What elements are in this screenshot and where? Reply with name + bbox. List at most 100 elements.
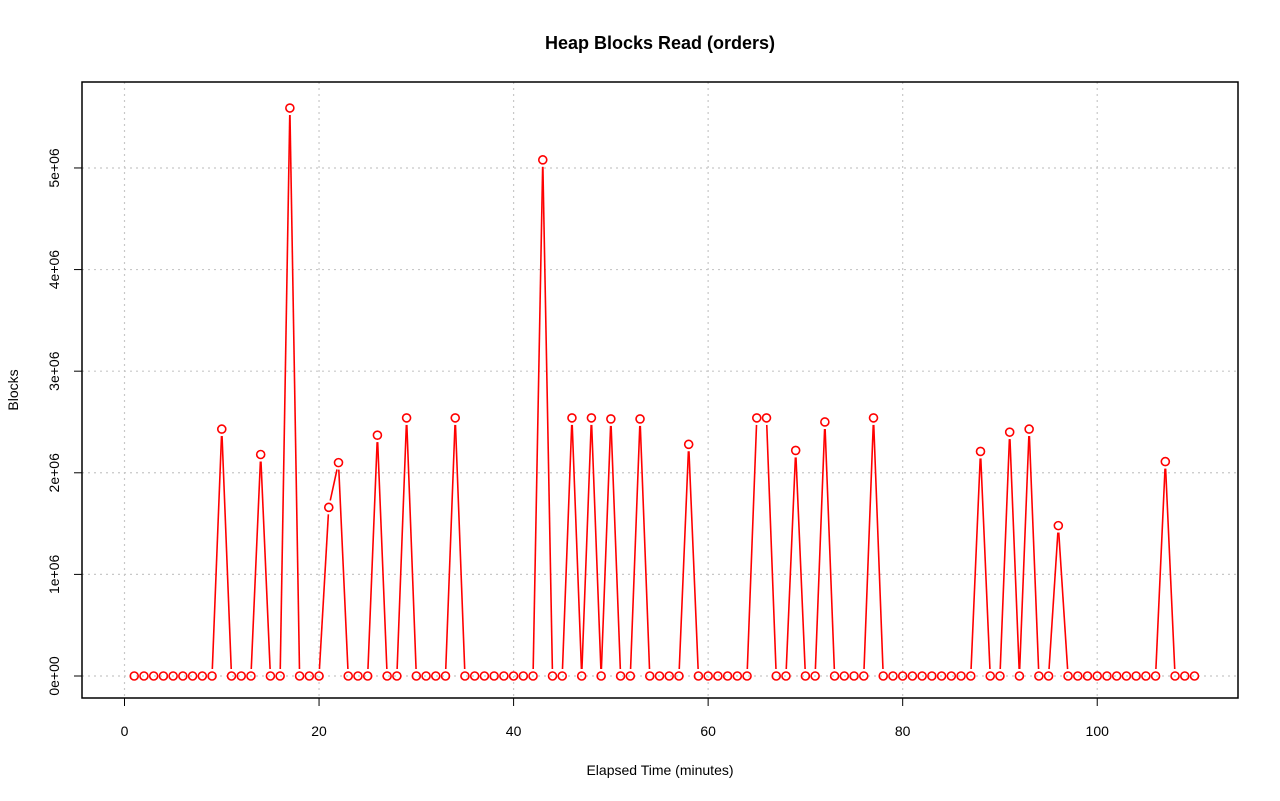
y-tick-label: 1e+06: [46, 555, 62, 595]
series-line-segment: [532, 166, 544, 670]
series-line-segment: [338, 469, 349, 670]
data-point: [849, 671, 859, 681]
grid: [82, 82, 1238, 698]
data-point: [1121, 671, 1132, 681]
data-point: [1131, 671, 1141, 681]
data-point: [897, 671, 908, 681]
data-point: [178, 671, 188, 681]
data-point: [489, 671, 499, 681]
series-line-segment: [600, 425, 612, 670]
data-point: [888, 671, 898, 681]
data-point: [294, 671, 305, 681]
series-line-segment: [329, 469, 338, 501]
data-point: [965, 671, 976, 681]
data-point: [625, 671, 636, 681]
data-point: [1170, 671, 1180, 681]
x-tick-label: 80: [895, 723, 911, 739]
data-point: [596, 671, 606, 681]
data-point: [586, 413, 597, 423]
data-point: [168, 671, 178, 681]
series-line-segment: [1018, 436, 1030, 670]
data-point: [995, 671, 1005, 681]
series-line-segment: [406, 424, 417, 670]
y-axis: 0e+00 1e+06 2e+06 3e+06 4e+06 5e+06: [46, 148, 83, 696]
data-point: [1092, 671, 1103, 681]
series-line-segment: [980, 458, 991, 670]
series-line-segment: [542, 166, 554, 670]
data-point: [810, 671, 820, 681]
series-line-segment: [260, 461, 271, 670]
data-point: [353, 671, 363, 681]
data-point: [479, 671, 490, 681]
data-point: [1024, 424, 1034, 434]
data-point: [430, 671, 441, 681]
data-point: [751, 413, 762, 423]
data-point: [615, 671, 626, 681]
data-point: [1004, 427, 1015, 437]
data-point: [537, 155, 548, 165]
data-point: [460, 671, 470, 681]
data-point: [469, 671, 480, 681]
data-point: [323, 502, 334, 513]
series-line-segment: [211, 436, 223, 670]
series-line-segment: [396, 424, 408, 670]
series-line-segment: [367, 442, 378, 670]
series-line-segment: [795, 457, 806, 670]
data-point: [362, 671, 373, 681]
data-point: [314, 671, 324, 681]
series-line-segment: [581, 424, 592, 670]
data-point: [975, 446, 986, 457]
data-point: [401, 413, 412, 423]
series-line-segment: [376, 442, 388, 670]
series-line-segment: [678, 451, 690, 670]
data-point: [567, 413, 577, 423]
series-line-segment: [279, 115, 291, 670]
series-line-segment: [1057, 532, 1069, 670]
data-point: [800, 671, 811, 681]
data-point: [829, 671, 840, 681]
y-tick-label: 3e+06: [46, 351, 62, 391]
chart-title: Heap Blocks Read (orders): [545, 33, 775, 53]
data-point: [664, 671, 675, 681]
series-line-segment: [639, 425, 651, 670]
data-point: [392, 671, 402, 681]
data-point: [1034, 671, 1044, 681]
data-point: [421, 671, 431, 681]
y-tick-label: 0e+00: [46, 656, 62, 696]
data-point: [742, 671, 752, 681]
data-point: [635, 414, 645, 424]
data-point: [1150, 671, 1161, 681]
series-line-segment: [629, 425, 641, 670]
y-tick-label: 5e+06: [46, 148, 62, 188]
x-axis: 0 20 40 60 80 100: [121, 697, 1109, 739]
y-tick-label: 2e+06: [46, 453, 62, 493]
series: [129, 103, 1200, 681]
data-point: [499, 671, 509, 681]
series-line-segment: [318, 514, 330, 670]
series-line-segment: [289, 115, 301, 670]
series-line-segment: [561, 424, 573, 670]
data-point: [956, 671, 966, 681]
series-line-segment: [688, 451, 699, 670]
series-line-segment: [1164, 468, 1176, 670]
data-point: [936, 671, 947, 681]
series-line-segment: [1048, 532, 1059, 670]
data-point: [1111, 671, 1122, 681]
data-point: [654, 671, 665, 681]
series-line-segment: [571, 424, 583, 670]
data-point: [732, 671, 743, 681]
data-point: [868, 413, 879, 423]
data-point: [858, 671, 869, 681]
data-point: [1072, 671, 1083, 681]
x-axis-label: Elapsed Time (minutes): [586, 762, 733, 778]
data-point: [1189, 671, 1200, 681]
data-point: [411, 671, 422, 681]
data-point: [693, 671, 704, 681]
plot-frame: [81, 81, 1239, 699]
data-point: [216, 424, 227, 434]
data-point: [557, 671, 568, 681]
data-point: [606, 414, 616, 424]
data-point: [440, 671, 451, 681]
series-line-segment: [1028, 436, 1040, 670]
data-point: [158, 671, 169, 681]
